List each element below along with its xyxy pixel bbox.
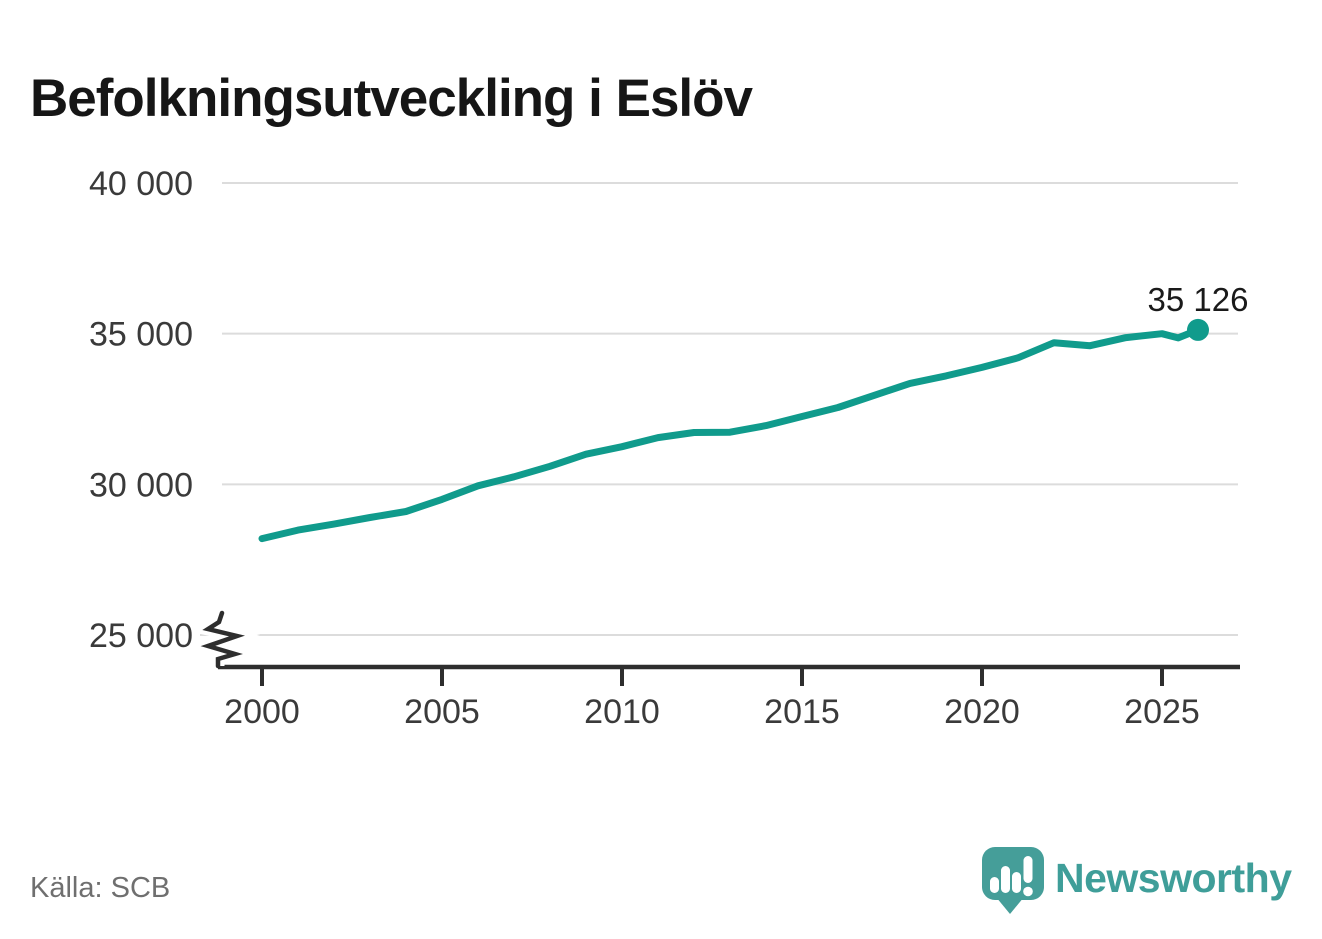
data-series-layer: 35 126 xyxy=(258,281,1249,543)
x-tick-label: 2005 xyxy=(404,693,480,731)
x-tick-label: 2010 xyxy=(584,693,660,731)
x-tick-label: 2025 xyxy=(1124,693,1200,731)
y-axis-break-icon xyxy=(200,610,246,669)
page-title: Befolkningsutveckling i Eslöv xyxy=(30,68,753,128)
x-tick-label: 2015 xyxy=(764,693,840,731)
y-tick-label: 30 000 xyxy=(89,466,193,504)
axis-layer: 2000 2005 2010 2015 2020 2025 xyxy=(218,664,1240,731)
y-tick-label: 35 000 xyxy=(89,316,193,354)
y-tick-label: 40 000 xyxy=(89,165,193,203)
source-note: Källa: SCB xyxy=(30,872,171,904)
gridlines-layer: 40 000 35 000 30 000 25 000 xyxy=(89,165,1238,655)
x-tick-label: 2020 xyxy=(944,693,1020,731)
newsworthy-wordmark: Newsworthy xyxy=(1055,855,1292,901)
newsworthy-logo-icon xyxy=(982,847,1044,914)
end-point-dot xyxy=(1187,318,1209,341)
end-point-value-label: 35 126 xyxy=(1148,281,1249,318)
y-tick-label: 25 000 xyxy=(89,617,193,655)
newsworthy-branding: Newsworthy xyxy=(980,845,1292,917)
population-trend-line xyxy=(258,326,1202,543)
x-tick-label: 2000 xyxy=(224,693,300,731)
